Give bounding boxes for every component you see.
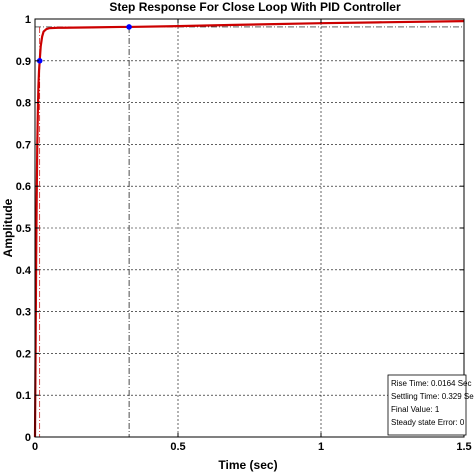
y-tick-label-6: 0.6 [16, 181, 31, 193]
x-tick-label-1: 0.5 [170, 441, 185, 453]
x-tick-label-2: 1 [318, 441, 324, 453]
y-tick-label-4: 0.4 [16, 265, 32, 277]
y-tick-label-7: 0.7 [16, 139, 31, 151]
info-box: Rise Time: 0.0164 Sec Settling Time: 0.3… [387, 374, 474, 436]
y-tick-label-2: 0.2 [16, 348, 31, 360]
y-tick-label-3: 0.3 [16, 307, 31, 319]
y-tick-label-5: 0.5 [16, 223, 31, 235]
info-settling-time: Settling Time: 0.329 Sec [391, 392, 474, 401]
series-line-0 [33, 19, 465, 438]
chart-title: Step Response For Close Loop With PID Co… [109, 0, 401, 14]
marker-0 [36, 58, 43, 64]
y-axis-label: Amplitude [1, 198, 15, 257]
y-tick-label-8: 0.8 [16, 98, 31, 110]
marker-1 [126, 24, 132, 30]
y-tick-label-9: 0.9 [16, 56, 31, 68]
x-axis-label: Time (sec) [218, 458, 277, 472]
info-rise-time: Rise Time: 0.0164 Sec [391, 379, 471, 388]
y-tick-label-0: 0 [25, 432, 31, 444]
y-tick-label-1: 0.1 [16, 390, 31, 402]
x-tick-label-3: 1.5 [456, 441, 471, 453]
y-tick-label-10: 1 [25, 14, 31, 26]
x-tick-label-0: 0 [32, 441, 38, 453]
info-steady-state-error: Steady state Error: 0 [391, 418, 465, 427]
info-box-frame [387, 374, 467, 436]
info-final-value: Final Value: 1 [391, 405, 440, 414]
